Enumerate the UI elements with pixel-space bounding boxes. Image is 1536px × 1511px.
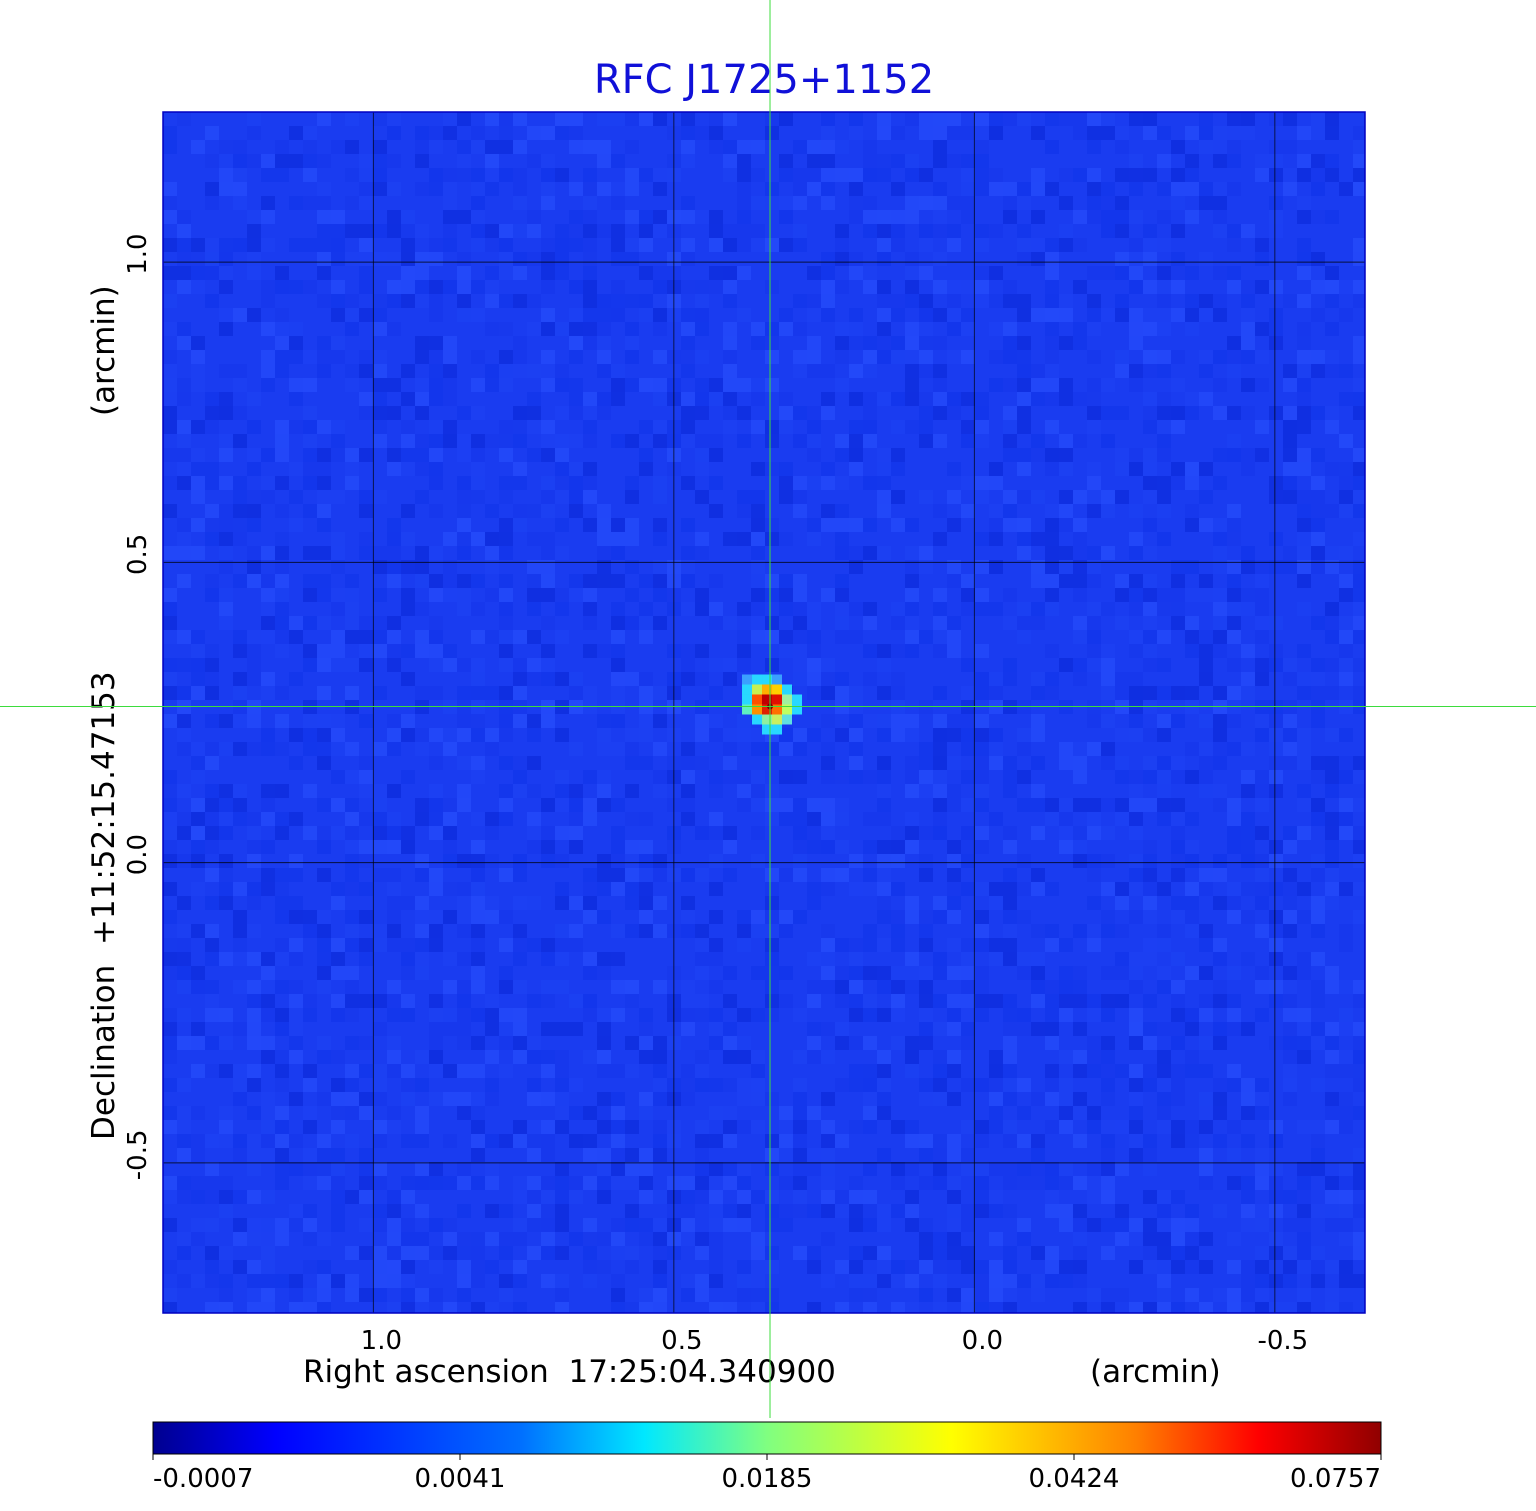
colorbar-tick-label: 0.0041 [415, 1464, 506, 1494]
chart-title: RFC J1725+1152 [594, 57, 934, 103]
y-tick-label: -0.5 [123, 1130, 153, 1181]
x-tick-label: 0.5 [661, 1326, 702, 1356]
y-tick-label: 0.5 [123, 534, 153, 575]
y-axis-unit: (arcmin) [86, 285, 122, 416]
radio-source [742, 674, 803, 735]
y-tick-label: 1.0 [123, 233, 153, 274]
x-tick-label: 1.0 [361, 1326, 402, 1356]
source-halo [742, 674, 803, 735]
x-tick-label: 0.0 [962, 1326, 1003, 1356]
grid [163, 112, 1365, 1313]
y-tick-label: 0.0 [123, 834, 153, 875]
noise-texture [163, 112, 1365, 1313]
colorbar [152, 1421, 1382, 1455]
plot-frame [162, 111, 1366, 1314]
x-tick-label: -0.5 [1257, 1326, 1308, 1356]
x-axis-label: Right ascension 17:25:04.340900 [303, 1354, 836, 1390]
y-tick-labels: 1.0 0.5 0.0 -0.5 [123, 233, 153, 1180]
colorbar-tick-label: 0.0424 [1029, 1464, 1120, 1494]
x-tick-labels: 1.0 0.5 0.0 -0.5 [361, 1326, 1309, 1356]
colorbar-tick-label: 0.0185 [722, 1464, 813, 1494]
colorbar-tick-label: -0.0007 [153, 1464, 253, 1494]
crosshair [0, 0, 1536, 1418]
colorbar-labels: -0.0007 0.0041 0.0185 0.0424 0.0757 [152, 1454, 1382, 1494]
y-axis-label: Declination +11:52:15.47153 [86, 671, 122, 1140]
x-axis-unit: (arcmin) [1090, 1354, 1221, 1390]
colorbar-tick-label: 0.0757 [1290, 1464, 1381, 1494]
